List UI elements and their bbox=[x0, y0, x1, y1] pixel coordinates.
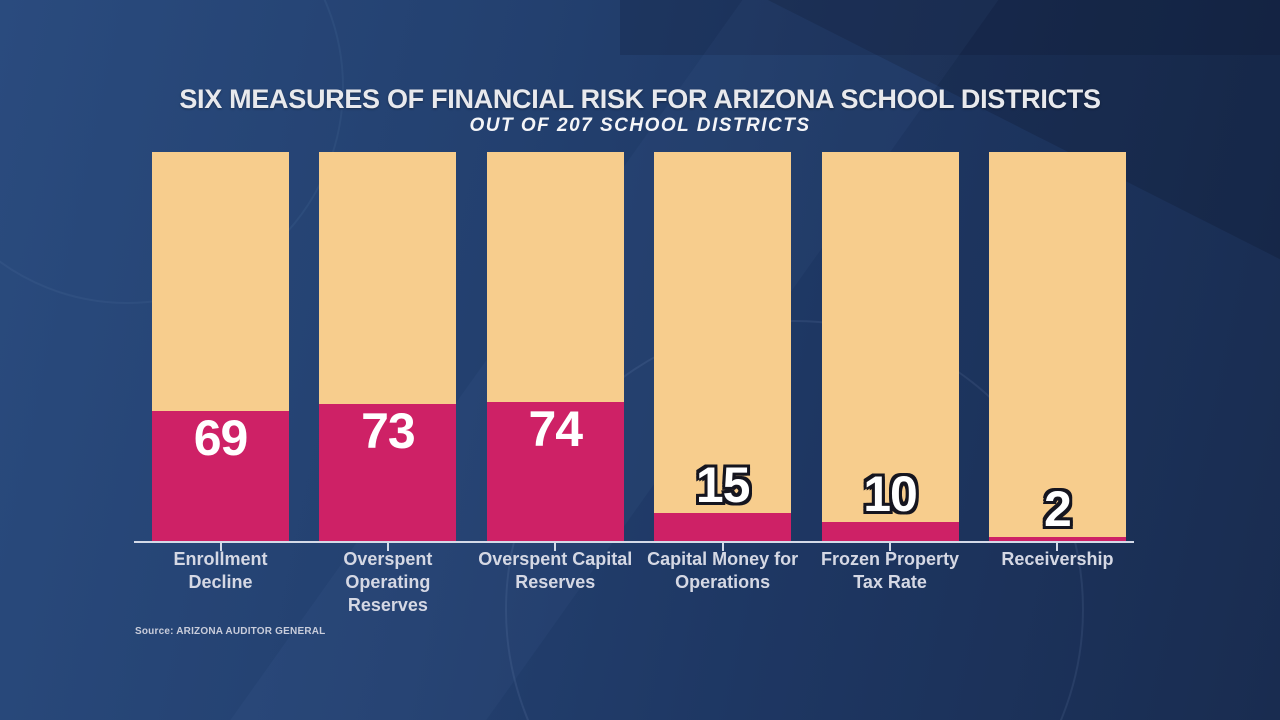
axis-tick bbox=[721, 543, 724, 551]
bar-fill-segment bbox=[152, 411, 289, 541]
axis-tick bbox=[1056, 543, 1059, 551]
bar-fill-segment bbox=[486, 402, 624, 541]
chart-subtitle: OUT OF 207 SCHOOL DISTRICTS bbox=[469, 115, 811, 136]
source-credit: Source: ARIZONA AUDITOR GENERAL bbox=[135, 626, 326, 637]
chart-title: SIX MEASURES OF FINANCIAL RISK FOR ARIZO… bbox=[179, 84, 1101, 114]
axis-tick bbox=[386, 543, 389, 551]
bar-chart-area: 69 Enrollment Decline 73 Overspent Opera… bbox=[152, 152, 1126, 615]
x-axis-line bbox=[134, 541, 1134, 543]
bar-fill-segment bbox=[319, 404, 457, 541]
bar-value-label: 15 bbox=[695, 457, 751, 513]
bar-value-label: 74 bbox=[528, 401, 583, 457]
bar-value-label: 69 bbox=[193, 410, 249, 466]
bar-overspent-capital-reserves: 74 Overspent Capital Reserves bbox=[478, 152, 632, 592]
bar-capital-money-for-operations: 15 Capital Money for Operations bbox=[647, 152, 798, 592]
bar-enrollment-decline: 69 Enrollment Decline bbox=[152, 152, 289, 592]
bar-value-label: 73 bbox=[361, 403, 416, 459]
bar-category-label: Overspent Operating Reserves bbox=[343, 549, 433, 615]
bar-category-label: Frozen Property Tax Rate bbox=[821, 549, 960, 592]
bar-fill-segment bbox=[654, 513, 792, 541]
bar-value-label: 2 bbox=[1044, 481, 1072, 537]
background-strip-shape bbox=[620, 0, 1280, 55]
bar-category-label: Overspent Capital Reserves bbox=[478, 549, 633, 592]
bar-category-label: Capital Money for Operations bbox=[647, 549, 799, 592]
bar-overspent-operating-reserves: 73 Overspent Operating Reserves bbox=[319, 152, 457, 615]
bar-receivership: 2 Receivership bbox=[988, 152, 1126, 569]
axis-tick bbox=[219, 543, 222, 551]
bar-value-label: 10 bbox=[863, 466, 918, 522]
bar-frozen-property-tax-rate: 10 Frozen Property Tax Rate bbox=[821, 152, 959, 592]
bar-fill-segment bbox=[821, 522, 959, 541]
bar-category-label: Receivership bbox=[1001, 549, 1114, 569]
axis-tick bbox=[889, 543, 892, 551]
axis-tick bbox=[554, 543, 557, 551]
bar-category-label: Enrollment Decline bbox=[173, 549, 268, 592]
bar-fill-segment bbox=[988, 537, 1126, 541]
